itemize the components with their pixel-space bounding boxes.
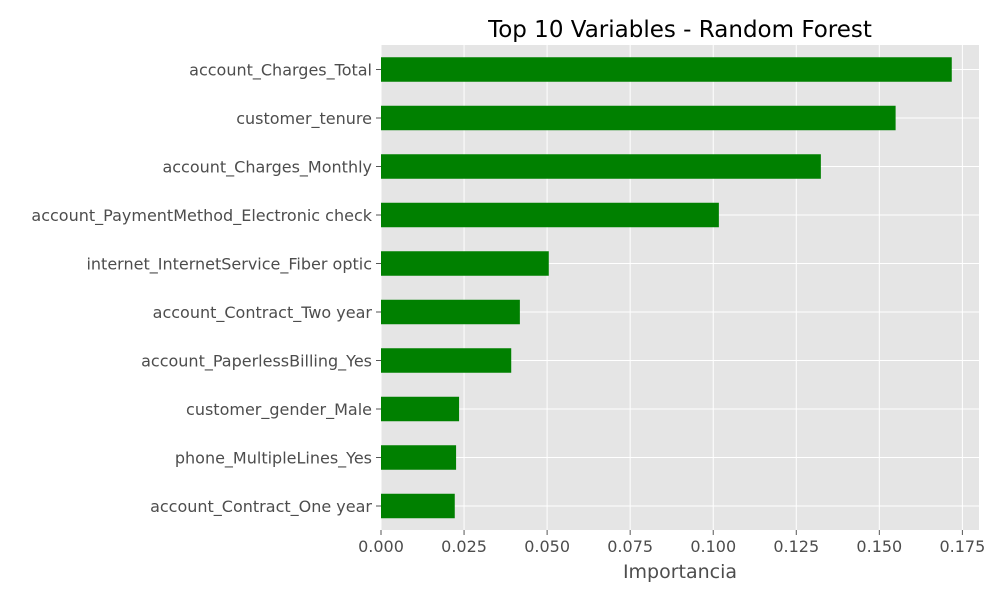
bar <box>381 105 896 131</box>
chart-title: Top 10 Variables - Random Forest <box>487 17 872 43</box>
x-tick-label: 0.125 <box>773 537 819 556</box>
x-tick-label: 0.150 <box>856 537 902 556</box>
bar <box>381 57 952 82</box>
bar <box>381 445 457 470</box>
y-tick-label: internet_InternetService_Fiber optic <box>86 255 372 275</box>
x-tick-label: 0.175 <box>939 537 985 556</box>
y-tick-labels: account_Charges_Total customer_tenureacco… <box>31 61 381 517</box>
bar <box>381 493 455 519</box>
y-tick-label: account_Charges_Total <box>189 61 372 81</box>
y-tick-label: customer_tenure <box>236 109 372 129</box>
x-tick-label: 0.025 <box>441 537 487 556</box>
y-tick-label: account_Contract_One year <box>150 497 372 517</box>
bar <box>381 202 719 228</box>
y-tick-label: account_Contract_Two year <box>153 303 373 323</box>
bar <box>381 299 520 325</box>
x-axis-label: Importancia <box>623 561 737 583</box>
bar <box>381 251 549 276</box>
bars <box>381 57 952 519</box>
bar <box>381 154 821 179</box>
x-tick-label: 0.000 <box>358 537 404 556</box>
y-tick-label: customer_gender_Male <box>186 400 372 420</box>
y-tick-label: account_PaymentMethod_Electronic check <box>31 206 372 226</box>
x-tick-label: 0.050 <box>524 537 570 556</box>
x-tick-labels: 0.000 0.025 0.050 0.075 0.100 0.125 0.150 0.175 <box>358 530 985 556</box>
x-tick-label: 0.100 <box>690 537 736 556</box>
bar <box>381 348 512 373</box>
y-tick-label: account_Charges_Monthly <box>162 158 372 178</box>
x-tick-label: 0.075 <box>607 537 653 556</box>
bar <box>381 396 460 422</box>
y-tick-label: phone_MultipleLines_Yes <box>175 449 372 469</box>
y-tick-label: account_PaperlessBilling_Yes <box>141 352 372 372</box>
